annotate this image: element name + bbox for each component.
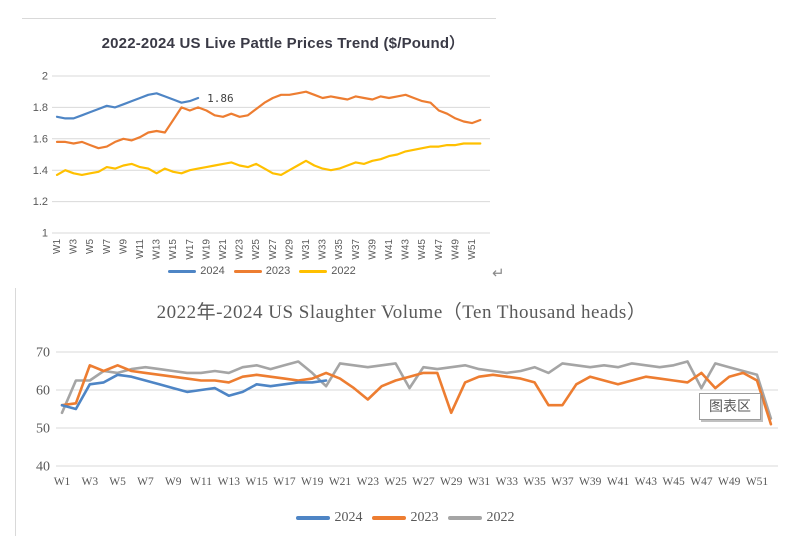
- series-2022-line: [60, 360, 773, 420]
- legend-label: 2023: [410, 510, 439, 525]
- x-tick-label: W45: [417, 239, 428, 260]
- x-tick-label: W1: [54, 476, 71, 488]
- x-tick-label: W11: [190, 476, 212, 488]
- legend-label: 2022: [486, 510, 515, 525]
- legend-swatch: [295, 516, 330, 520]
- x-tick-label: W39: [367, 239, 378, 260]
- x-tick-label: W51: [467, 239, 478, 260]
- x-tick-label: W21: [329, 476, 352, 488]
- legend-swatch: [447, 516, 482, 520]
- series-2023-line: [55, 90, 482, 150]
- series-2023-line: [60, 363, 773, 426]
- x-tick-label: W49: [718, 476, 741, 488]
- chart-area-tooltip-label: 图表区: [709, 398, 751, 414]
- slaughter-chart-plot[interactable]: 70 60 50 40 W1 W3 W5 W7 W9 W11 W13 W15 W17 W19 W21 W23 W…: [16, 328, 786, 504]
- x-tick-label: W13: [218, 476, 241, 488]
- x-tick-label: W5: [85, 239, 96, 254]
- x-tick-label: W43: [401, 239, 412, 260]
- legend-item-2022[interactable]: 2022: [441, 510, 515, 526]
- x-tick-label: W43: [635, 476, 658, 488]
- x-tick-label: W33: [496, 476, 519, 488]
- x-tick-label: W51: [746, 476, 769, 488]
- x-tick-label: W33: [318, 239, 329, 260]
- x-tick-label: W3: [69, 239, 80, 254]
- x-tick-label: W25: [384, 476, 407, 488]
- x-tick-label: W5: [109, 476, 126, 488]
- paragraph-return-mark: ↵: [492, 265, 505, 282]
- y-tick-label: 40: [36, 460, 50, 475]
- x-tick-label: W25: [251, 239, 262, 260]
- legend-label: 2022: [331, 265, 356, 277]
- x-tick-label: W19: [201, 239, 212, 260]
- x-tick-label: W23: [357, 476, 380, 488]
- x-tick-label: W15: [245, 476, 268, 488]
- x-tick-label: W31: [468, 476, 491, 488]
- x-tick-label: W9: [165, 476, 182, 488]
- legend-swatch: [299, 269, 328, 273]
- x-tick-label: W7: [102, 239, 113, 254]
- x-tick-label: W35: [523, 476, 546, 488]
- y-tick-label: 50: [36, 422, 50, 437]
- price-chart-legend: 2024 2023 2022: [22, 265, 496, 277]
- x-tick-label: W11: [135, 239, 146, 259]
- y-tick-label: 60: [36, 384, 50, 399]
- legend-label: 2024: [334, 510, 363, 525]
- legend-label: 2023: [265, 265, 291, 277]
- legend-swatch: [233, 269, 262, 273]
- x-tick-label: W21: [218, 239, 229, 260]
- x-tick-label: W31: [301, 239, 312, 260]
- x-tick-label: W41: [607, 476, 630, 488]
- x-tick-label: W27: [268, 239, 279, 260]
- series-2022-line: [55, 142, 482, 177]
- x-tick-label: W41: [384, 239, 395, 260]
- x-tick-label: W13: [152, 239, 163, 260]
- x-tick-label: W23: [235, 239, 246, 260]
- legend-item-2023[interactable]: 2023: [365, 510, 439, 526]
- legend-label: 2024: [200, 265, 225, 277]
- x-tick-label: W15: [168, 239, 179, 260]
- price-chart-plot[interactable]: 2 1.8 1.6 1.4 1.2 1 W1 W3 W5 W7 W9 W11 W13 W15 W17 W19 W…: [22, 71, 496, 283]
- x-tick-label: W39: [579, 476, 602, 488]
- x-tick-label: W3: [81, 476, 98, 488]
- x-tick-label: W37: [551, 476, 574, 488]
- legend-item-2023[interactable]: 2023: [228, 265, 290, 277]
- legend-swatch: [371, 516, 406, 520]
- y-tick-label: 1.6: [33, 133, 48, 145]
- price-chart[interactable]: 2022-2024 US Live Pattle Prices Trend ($…: [22, 18, 496, 281]
- x-tick-label: W27: [412, 476, 435, 488]
- x-tick-label: W47: [434, 239, 445, 260]
- x-tick-label: W7: [137, 476, 154, 488]
- x-tick-label: W29: [284, 239, 295, 260]
- y-tick-label: 1.4: [33, 165, 48, 177]
- series-2024-line: [60, 373, 328, 411]
- x-tick-label: W17: [185, 239, 196, 260]
- legend-item-2024[interactable]: 2024: [162, 265, 225, 277]
- x-tick-label: W17: [273, 476, 296, 488]
- y-tick-label: 1: [42, 228, 48, 240]
- legend-item-2022[interactable]: 2022: [293, 265, 356, 277]
- slaughter-chart-title: 2022年-2024 US Slaughter Volume（Ten Thous…: [156, 302, 647, 323]
- x-tick-label: W29: [440, 476, 463, 488]
- data-label: 1.86: [207, 92, 234, 105]
- y-tick-label: 1.8: [33, 102, 48, 114]
- y-tick-label: 1.2: [33, 196, 48, 208]
- x-tick-label: W49: [450, 239, 461, 260]
- x-tick-label: W45: [662, 476, 685, 488]
- slaughter-chart[interactable]: 2022年-2024 US Slaughter Volume（Ten Thous…: [15, 288, 786, 536]
- slaughter-chart-legend: 2024 2023 2022: [16, 510, 786, 526]
- x-tick-label: W1: [52, 239, 63, 254]
- x-tick-label: W19: [301, 476, 324, 488]
- y-tick-label: 2: [42, 71, 48, 83]
- x-tick-label: W37: [351, 239, 362, 260]
- x-tick-label: W35: [334, 239, 345, 260]
- x-tick-label: W9: [118, 239, 129, 254]
- series-2024-line: [55, 92, 200, 120]
- legend-swatch: [168, 269, 197, 273]
- x-tick-label: W47: [690, 476, 713, 488]
- legend-item-2024[interactable]: 2024: [289, 510, 363, 526]
- price-chart-title: 2022-2024 US Live Pattle Prices Trend ($…: [101, 35, 465, 52]
- chart-area-tooltip: 图表区: [699, 393, 761, 420]
- y-tick-label: 70: [36, 346, 50, 361]
